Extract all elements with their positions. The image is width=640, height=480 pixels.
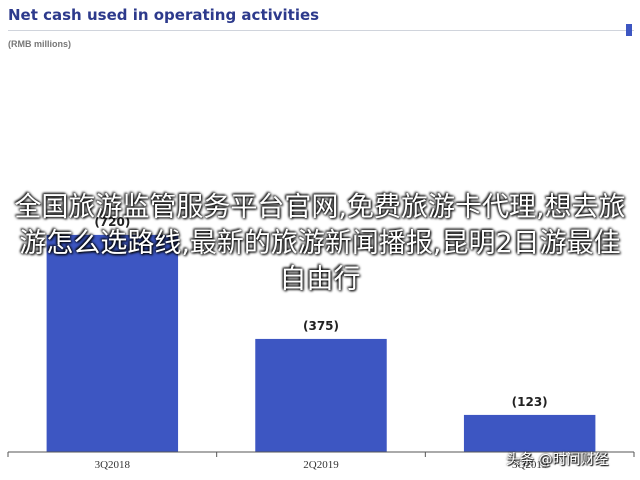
chart-subtitle: (RMB millions): [8, 39, 71, 49]
data-label-3Q2018: (720): [94, 215, 130, 229]
data-label-2Q2019: (375): [303, 319, 339, 333]
title-accent-mark: [626, 24, 632, 36]
x-tick-label-3Q2019: 3Q2019: [512, 459, 548, 471]
bar-2Q2019: [255, 338, 387, 452]
data-label-3Q2019: (123): [512, 395, 548, 409]
x-tick-label-2Q2019: 2Q2019: [303, 459, 339, 471]
overlay-text: 全国旅游监管服务平台官网,免费旅游卡代理,想去旅游怎么选路线,最新的旅游新闻播报…: [14, 192, 626, 295]
title-divider: [8, 30, 634, 31]
watermark-text: 头条 @时间财经: [506, 452, 609, 468]
bar-3Q2018: [46, 234, 179, 452]
x-tick-label-3Q2018: 3Q2018: [95, 459, 131, 471]
bar-3Q2019: [463, 414, 596, 452]
chart-title: Net cash used in operating activities: [8, 6, 320, 24]
